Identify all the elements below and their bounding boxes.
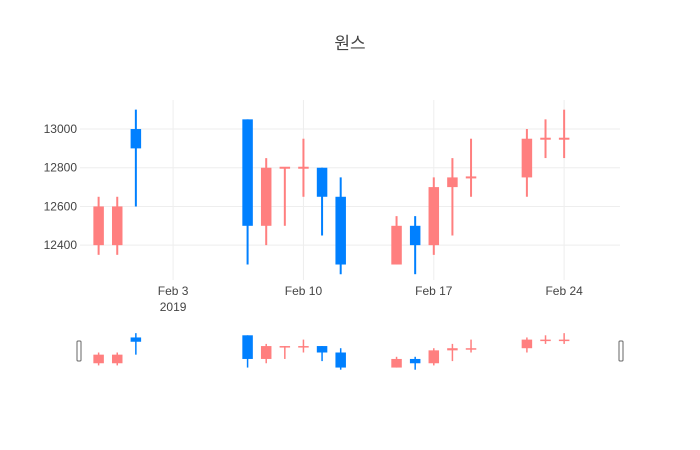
y-tick-label: 12600 <box>44 199 78 213</box>
slider-candle-body <box>428 350 440 364</box>
y-tick-label: 12400 <box>44 238 78 252</box>
slider-candle <box>279 346 291 359</box>
y-tick-label: 13000 <box>44 122 78 136</box>
slider-candle <box>130 333 142 355</box>
candle-body <box>298 166 309 169</box>
slider-candle-body <box>558 339 570 342</box>
slider-candle-body <box>279 346 291 348</box>
slider-candle <box>465 339 477 353</box>
slider-candle-body <box>521 339 533 349</box>
candle-body <box>111 206 123 246</box>
candle-body <box>409 225 421 246</box>
candle-body <box>558 137 570 140</box>
slider-candle-body <box>242 335 253 359</box>
candle-up[interactable] <box>447 158 458 236</box>
slider-candle <box>260 343 272 364</box>
slider-candle-body <box>447 348 458 351</box>
candle-up[interactable] <box>260 158 272 246</box>
y-tick-label: 12800 <box>44 161 78 175</box>
slider-candle <box>93 352 104 366</box>
slider-candle-body <box>540 339 551 342</box>
slider-candle <box>409 356 421 370</box>
candle-body <box>242 119 253 226</box>
slider-candle <box>335 348 346 370</box>
candle-body <box>316 167 328 197</box>
candle-down[interactable] <box>335 177 346 275</box>
slider-candle <box>391 356 402 368</box>
gridlines <box>80 100 620 280</box>
range-slider-left-handle[interactable] <box>76 340 82 362</box>
candles[interactable] <box>93 109 570 275</box>
slider-candle <box>558 333 570 344</box>
slider-candle-body <box>260 346 272 359</box>
candle-up[interactable] <box>465 138 477 197</box>
axes: 12400 12600 12800 13000 Feb 3 2019 Feb 10 Feb 1… <box>44 122 584 314</box>
candle-body <box>465 176 477 179</box>
slider-candle-body <box>316 346 328 353</box>
range-slider-right-handle[interactable] <box>618 340 624 362</box>
candle-down[interactable] <box>242 119 253 265</box>
slider-candle <box>428 348 440 366</box>
candle-down[interactable] <box>130 109 142 207</box>
slider-candle-body <box>465 348 477 350</box>
slider-candle <box>111 352 123 366</box>
candle-up[interactable] <box>279 166 291 226</box>
candle-body <box>428 187 440 246</box>
slider-candle-body <box>93 354 104 364</box>
candle-down[interactable] <box>409 216 421 275</box>
slider-candle-body <box>409 358 421 364</box>
slider-candle <box>242 335 253 368</box>
candle-body <box>279 166 291 169</box>
candle-up[interactable] <box>540 119 551 159</box>
candle-down[interactable] <box>316 167 328 236</box>
candle-up[interactable] <box>521 129 533 197</box>
x-tick-label: Feb 17 <box>415 284 453 298</box>
slider-candle <box>540 335 551 344</box>
slider-candle <box>447 343 458 362</box>
candle-up[interactable] <box>428 177 440 255</box>
candle-body <box>447 177 458 188</box>
slider-candle-body <box>335 352 346 368</box>
slider-candle-body <box>391 358 402 368</box>
x-tick-label: Feb 24 <box>545 284 583 298</box>
slider-candle <box>298 339 309 353</box>
slider-candle <box>521 337 533 353</box>
range-slider[interactable] <box>76 331 624 371</box>
chart-title: 원스 <box>334 34 365 54</box>
slider-candle-body <box>111 354 123 364</box>
candle-up[interactable] <box>558 109 570 159</box>
candle-body <box>93 206 104 246</box>
candle-body <box>540 137 551 140</box>
candle-up[interactable] <box>111 196 123 255</box>
slider-candle <box>316 346 328 362</box>
slider-candle-body <box>298 346 309 348</box>
candle-up[interactable] <box>391 216 402 265</box>
slider-candle-body <box>130 337 142 342</box>
range-slider-background <box>80 331 620 371</box>
candle-up[interactable] <box>93 196 104 255</box>
candle-body <box>260 167 272 226</box>
candle-up[interactable] <box>298 138 309 197</box>
x-tick-label: Feb 3 <box>158 284 189 298</box>
candle-body <box>130 129 142 149</box>
x-tick-label: Feb 10 <box>285 284 323 298</box>
x-tick-year-label: 2019 <box>160 300 187 314</box>
candle-body <box>521 138 533 178</box>
candle-body <box>335 196 346 265</box>
candle-body <box>391 225 402 265</box>
